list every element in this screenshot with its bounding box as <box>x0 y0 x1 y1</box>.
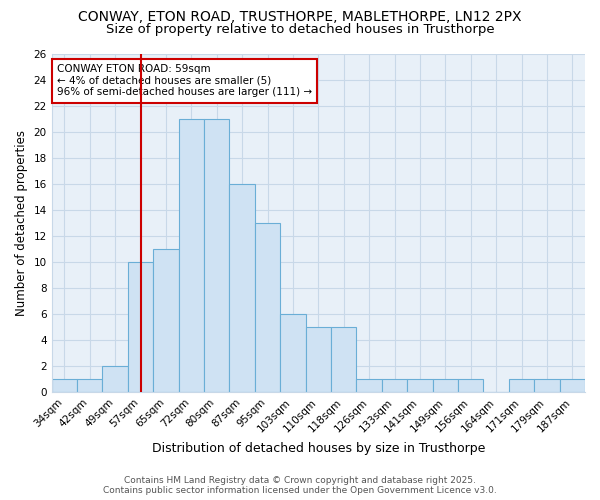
Bar <box>128 262 153 392</box>
Text: Contains HM Land Registry data © Crown copyright and database right 2025.
Contai: Contains HM Land Registry data © Crown c… <box>103 476 497 495</box>
Bar <box>52 379 77 392</box>
Bar <box>77 379 103 392</box>
Bar <box>433 379 458 392</box>
Bar <box>103 366 128 392</box>
Bar <box>407 379 433 392</box>
X-axis label: Distribution of detached houses by size in Trusthorpe: Distribution of detached houses by size … <box>152 442 485 455</box>
Bar <box>331 327 356 392</box>
Bar <box>534 379 560 392</box>
Bar <box>382 379 407 392</box>
Bar <box>153 249 179 392</box>
Bar <box>280 314 305 392</box>
Bar <box>560 379 585 392</box>
Bar <box>179 119 204 392</box>
Bar <box>509 379 534 392</box>
Bar <box>255 223 280 392</box>
Bar <box>229 184 255 392</box>
Text: Size of property relative to detached houses in Trusthorpe: Size of property relative to detached ho… <box>106 22 494 36</box>
Text: CONWAY ETON ROAD: 59sqm
← 4% of detached houses are smaller (5)
96% of semi-deta: CONWAY ETON ROAD: 59sqm ← 4% of detached… <box>57 64 312 98</box>
Text: CONWAY, ETON ROAD, TRUSTHORPE, MABLETHORPE, LN12 2PX: CONWAY, ETON ROAD, TRUSTHORPE, MABLETHOR… <box>78 10 522 24</box>
Bar <box>305 327 331 392</box>
Bar <box>356 379 382 392</box>
Y-axis label: Number of detached properties: Number of detached properties <box>15 130 28 316</box>
Bar <box>458 379 484 392</box>
Bar <box>204 119 229 392</box>
